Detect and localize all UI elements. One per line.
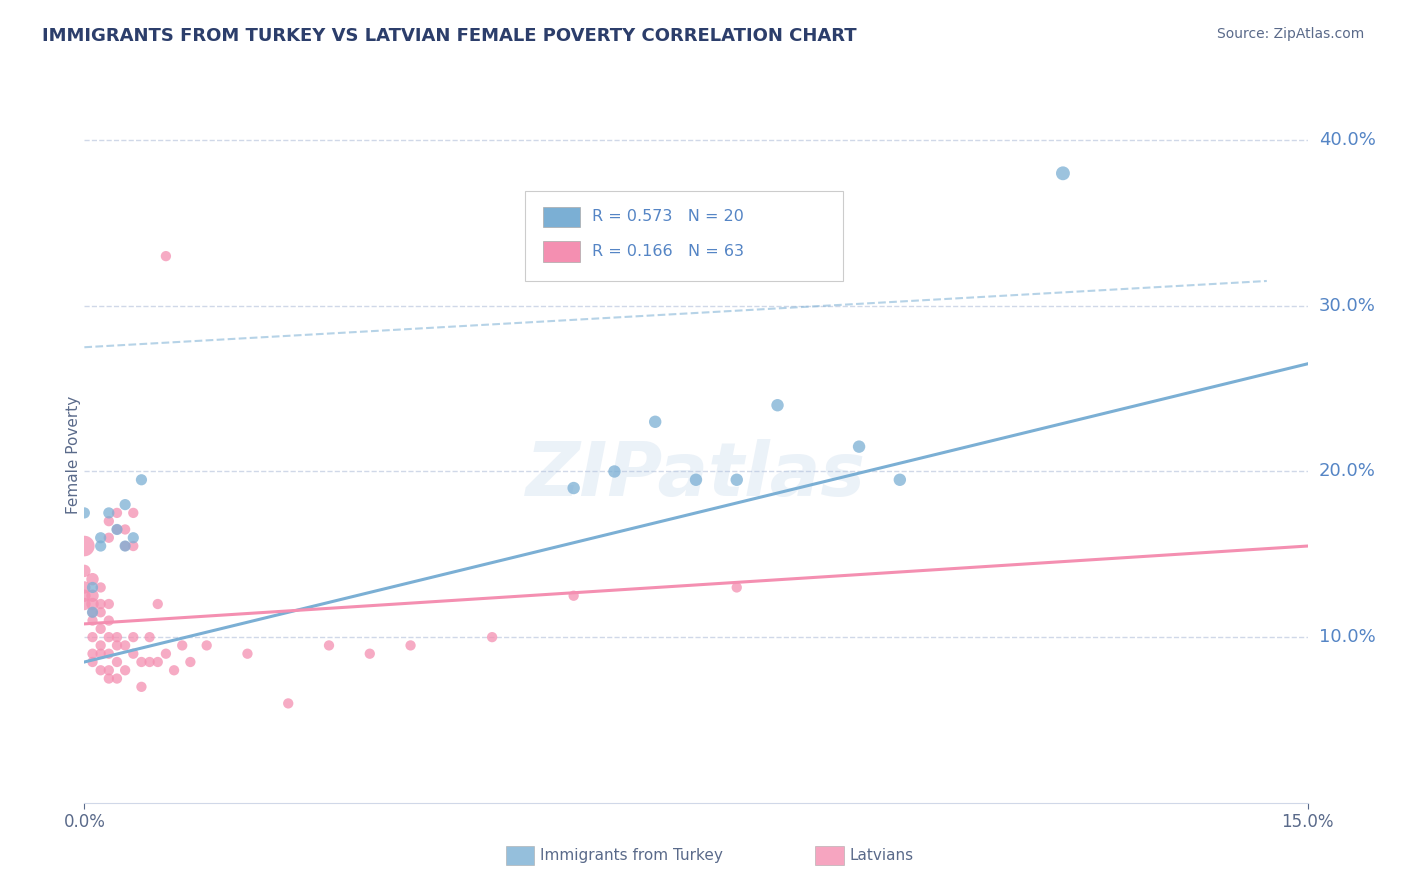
Point [889, 473, 911, 487]
Point [105, 630, 128, 644]
Point [105, 523, 128, 537]
Point [90, 605, 112, 619]
Point [122, 531, 145, 545]
Point [685, 473, 707, 487]
Point [725, 581, 748, 595]
Point [90, 539, 112, 553]
Text: R = 0.573   N = 20: R = 0.573 N = 20 [592, 210, 744, 225]
Point [97, 597, 120, 611]
Point [97, 647, 120, 661]
Point [105, 672, 128, 686]
Text: ZIPatlas: ZIPatlas [526, 439, 866, 512]
Point [73, 539, 96, 553]
Bar [543, 207, 579, 227]
Point [90, 639, 112, 653]
Point [195, 639, 218, 653]
Point [73, 564, 96, 578]
Point [82, 605, 104, 619]
Point [122, 506, 145, 520]
Text: Immigrants from Turkey: Immigrants from Turkey [540, 848, 723, 863]
Point [644, 249, 666, 263]
Point [359, 647, 381, 661]
Point [82, 614, 104, 628]
Text: IMMIGRANTS FROM TURKEY VS LATVIAN FEMALE POVERTY CORRELATION CHART: IMMIGRANTS FROM TURKEY VS LATVIAN FEMALE… [42, 27, 856, 45]
Point [114, 539, 136, 553]
Point [82, 605, 104, 619]
Point [73, 581, 96, 595]
Point [105, 523, 128, 537]
Point [82, 581, 104, 595]
Point [114, 539, 136, 553]
Point [1052, 166, 1074, 180]
Point [97, 672, 120, 686]
Point [97, 531, 120, 545]
Point [82, 647, 104, 661]
Point [277, 697, 299, 711]
Point [172, 639, 194, 653]
Text: R = 0.166   N = 63: R = 0.166 N = 63 [592, 244, 744, 260]
Point [97, 514, 120, 528]
Point [155, 249, 177, 263]
Point [399, 639, 422, 653]
Point [122, 539, 145, 553]
Text: 30.0%: 30.0% [1319, 297, 1375, 315]
Text: 10.0%: 10.0% [1319, 628, 1375, 646]
Point [105, 506, 128, 520]
Point [82, 655, 104, 669]
Point [90, 531, 112, 545]
Point [481, 630, 503, 644]
Text: Latvians: Latvians [849, 848, 914, 863]
Point [138, 655, 160, 669]
Point [848, 440, 870, 454]
Point [131, 680, 153, 694]
Point [105, 655, 128, 669]
Point [90, 663, 112, 677]
Point [725, 473, 748, 487]
Point [97, 630, 120, 644]
Point [73, 506, 96, 520]
Point [82, 572, 104, 586]
Point [163, 663, 186, 677]
Point [97, 663, 120, 677]
Point [82, 589, 104, 603]
Point [155, 647, 177, 661]
Point [318, 639, 340, 653]
Point [90, 597, 112, 611]
Point [562, 589, 585, 603]
Point [114, 639, 136, 653]
Point [122, 647, 145, 661]
Text: 40.0%: 40.0% [1319, 131, 1375, 149]
Point [73, 597, 96, 611]
Point [82, 630, 104, 644]
Point [146, 597, 169, 611]
Point [105, 639, 128, 653]
Point [114, 523, 136, 537]
Bar [543, 242, 579, 262]
Point [122, 630, 145, 644]
Point [90, 622, 112, 636]
Point [97, 506, 120, 520]
Point [82, 597, 104, 611]
Point [562, 481, 585, 495]
Point [73, 589, 96, 603]
Point [97, 614, 120, 628]
Point [766, 398, 789, 412]
FancyBboxPatch shape [524, 191, 842, 281]
Point [131, 473, 153, 487]
Point [644, 415, 666, 429]
Point [146, 655, 169, 669]
Y-axis label: Female Poverty: Female Poverty [66, 396, 80, 514]
Point [603, 465, 626, 479]
Point [90, 647, 112, 661]
Point [114, 498, 136, 512]
Point [138, 630, 160, 644]
Text: Source: ZipAtlas.com: Source: ZipAtlas.com [1216, 27, 1364, 41]
Point [131, 655, 153, 669]
Point [236, 647, 259, 661]
Point [179, 655, 201, 669]
Point [114, 663, 136, 677]
Point [90, 581, 112, 595]
Text: 20.0%: 20.0% [1319, 462, 1375, 481]
